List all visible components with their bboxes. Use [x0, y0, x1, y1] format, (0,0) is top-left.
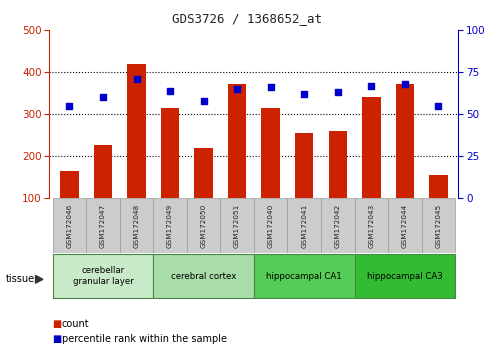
Text: cerebral cortex: cerebral cortex	[171, 272, 236, 281]
Point	[434, 103, 442, 109]
Text: ■: ■	[52, 319, 61, 329]
FancyBboxPatch shape	[153, 255, 254, 298]
Bar	[328, 131, 347, 198]
FancyBboxPatch shape	[220, 198, 254, 253]
Point	[233, 86, 241, 92]
Point	[200, 98, 208, 103]
Point	[133, 76, 141, 82]
Polygon shape	[35, 275, 43, 283]
Text: GSM172046: GSM172046	[67, 204, 72, 248]
Text: GSM172040: GSM172040	[268, 204, 274, 248]
Text: GSM172042: GSM172042	[335, 204, 341, 248]
Point	[300, 91, 308, 97]
Text: GSM172051: GSM172051	[234, 204, 240, 248]
FancyBboxPatch shape	[354, 198, 388, 253]
Bar	[60, 171, 79, 198]
Bar	[261, 108, 280, 198]
FancyBboxPatch shape	[254, 198, 287, 253]
FancyBboxPatch shape	[422, 198, 455, 253]
FancyBboxPatch shape	[321, 198, 354, 253]
Bar	[362, 97, 381, 198]
Point	[334, 90, 342, 95]
Text: GSM172041: GSM172041	[301, 204, 307, 248]
FancyBboxPatch shape	[53, 255, 153, 298]
Point	[166, 88, 174, 93]
Point	[401, 81, 409, 87]
FancyBboxPatch shape	[187, 198, 220, 253]
Text: GSM172047: GSM172047	[100, 204, 106, 248]
Text: cerebellar
granular layer: cerebellar granular layer	[72, 267, 133, 286]
Text: GSM172049: GSM172049	[167, 204, 173, 248]
Bar	[228, 84, 246, 198]
Text: GSM172043: GSM172043	[368, 204, 374, 248]
Text: GSM172045: GSM172045	[435, 204, 441, 248]
Bar	[194, 148, 213, 198]
Bar	[295, 133, 314, 198]
Bar	[127, 64, 146, 198]
Point	[99, 95, 107, 100]
Bar	[395, 84, 414, 198]
Point	[267, 84, 275, 90]
Text: count: count	[62, 319, 89, 329]
FancyBboxPatch shape	[153, 198, 187, 253]
Bar	[429, 175, 448, 198]
FancyBboxPatch shape	[86, 198, 120, 253]
Text: ■: ■	[52, 334, 61, 344]
FancyBboxPatch shape	[388, 198, 422, 253]
Text: GSM172044: GSM172044	[402, 204, 408, 248]
Point	[66, 103, 73, 109]
FancyBboxPatch shape	[120, 198, 153, 253]
Text: GDS3726 / 1368652_at: GDS3726 / 1368652_at	[172, 12, 321, 25]
Text: percentile rank within the sample: percentile rank within the sample	[62, 334, 227, 344]
FancyBboxPatch shape	[254, 255, 354, 298]
Bar	[161, 108, 179, 198]
FancyBboxPatch shape	[354, 255, 455, 298]
Point	[367, 83, 375, 88]
Text: GSM172048: GSM172048	[134, 204, 140, 248]
Text: hippocampal CA3: hippocampal CA3	[367, 272, 443, 281]
Text: hippocampal CA1: hippocampal CA1	[266, 272, 342, 281]
Text: GSM172050: GSM172050	[201, 204, 207, 248]
Bar	[94, 145, 112, 198]
FancyBboxPatch shape	[53, 198, 86, 253]
Text: tissue: tissue	[6, 274, 35, 284]
FancyBboxPatch shape	[287, 198, 321, 253]
